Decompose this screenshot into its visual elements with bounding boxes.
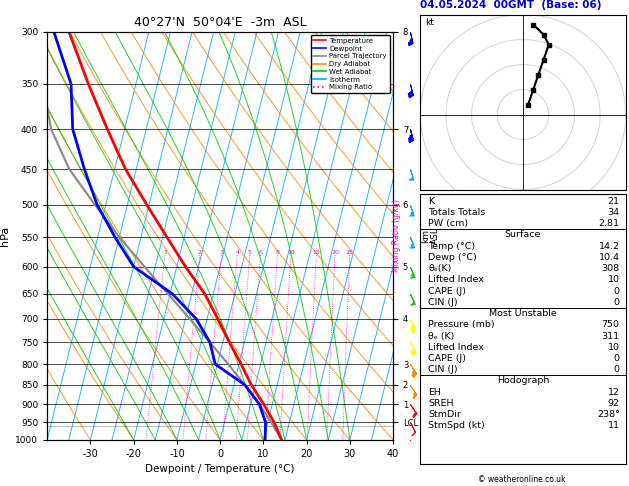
X-axis label: Dewpoint / Temperature (°C): Dewpoint / Temperature (°C)	[145, 465, 295, 474]
Text: 15: 15	[313, 250, 320, 255]
Text: Surface: Surface	[505, 230, 541, 240]
Text: 20: 20	[331, 250, 339, 255]
Text: Lifted Index: Lifted Index	[428, 343, 484, 352]
Text: Mixing Ratio (g/kg): Mixing Ratio (g/kg)	[392, 199, 401, 272]
Title: 40°27'N  50°04'E  -3m  ASL: 40°27'N 50°04'E -3m ASL	[134, 16, 306, 29]
Text: 21: 21	[608, 197, 620, 206]
Text: 25: 25	[346, 250, 353, 255]
Text: kt: kt	[425, 17, 434, 27]
Text: 04.05.2024  00GMT  (Base: 06): 04.05.2024 00GMT (Base: 06)	[420, 0, 602, 10]
Text: θₑ(K): θₑ(K)	[428, 264, 452, 273]
Text: 2.81: 2.81	[599, 219, 620, 228]
Text: Most Unstable: Most Unstable	[489, 309, 557, 318]
Text: 34: 34	[608, 208, 620, 217]
Text: 750: 750	[602, 320, 620, 330]
Text: 4: 4	[235, 250, 239, 255]
Text: θₑ (K): θₑ (K)	[428, 331, 455, 341]
Text: SREH: SREH	[428, 399, 454, 408]
Text: 3: 3	[220, 250, 223, 255]
Text: Totals Totals: Totals Totals	[428, 208, 486, 217]
Text: 8: 8	[276, 250, 279, 255]
Text: StmSpd (kt): StmSpd (kt)	[428, 421, 485, 431]
Text: 311: 311	[601, 331, 620, 341]
Text: EH: EH	[428, 388, 442, 397]
Text: 10: 10	[608, 275, 620, 284]
Text: PW (cm): PW (cm)	[428, 219, 469, 228]
Text: 1: 1	[163, 250, 167, 255]
Y-axis label: hPa: hPa	[0, 226, 9, 246]
Text: Lifted Index: Lifted Index	[428, 275, 484, 284]
Text: 14.2: 14.2	[599, 242, 620, 251]
Text: 2: 2	[198, 250, 202, 255]
Text: © weatheronline.co.uk: © weatheronline.co.uk	[478, 474, 566, 484]
Y-axis label: km
ASL: km ASL	[421, 227, 440, 244]
Text: 11: 11	[608, 421, 620, 431]
Text: Hodograph: Hodograph	[497, 377, 549, 385]
Text: K: K	[428, 197, 435, 206]
Text: CAPE (J): CAPE (J)	[428, 354, 466, 363]
Text: 308: 308	[601, 264, 620, 273]
Text: 10: 10	[287, 250, 295, 255]
Text: 6: 6	[259, 250, 262, 255]
Text: 0: 0	[614, 365, 620, 374]
Text: Temp (°C): Temp (°C)	[428, 242, 476, 251]
Text: 92: 92	[608, 399, 620, 408]
Text: 0: 0	[614, 298, 620, 307]
Text: Dewp (°C): Dewp (°C)	[428, 253, 477, 262]
Text: Pressure (mb): Pressure (mb)	[428, 320, 495, 330]
Text: 0: 0	[614, 354, 620, 363]
Text: CIN (J): CIN (J)	[428, 298, 458, 307]
Legend: Temperature, Dewpoint, Parcel Trajectory, Dry Adiabat, Wet Adiabat, Isotherm, Mi: Temperature, Dewpoint, Parcel Trajectory…	[311, 35, 389, 93]
Text: 12: 12	[608, 388, 620, 397]
Text: CIN (J): CIN (J)	[428, 365, 458, 374]
Text: CAPE (J): CAPE (J)	[428, 287, 466, 295]
Text: 238°: 238°	[597, 410, 620, 419]
Text: 5: 5	[248, 250, 252, 255]
Text: 10.4: 10.4	[599, 253, 620, 262]
Text: 0: 0	[614, 287, 620, 295]
Text: StmDir: StmDir	[428, 410, 461, 419]
Text: 10: 10	[608, 343, 620, 352]
